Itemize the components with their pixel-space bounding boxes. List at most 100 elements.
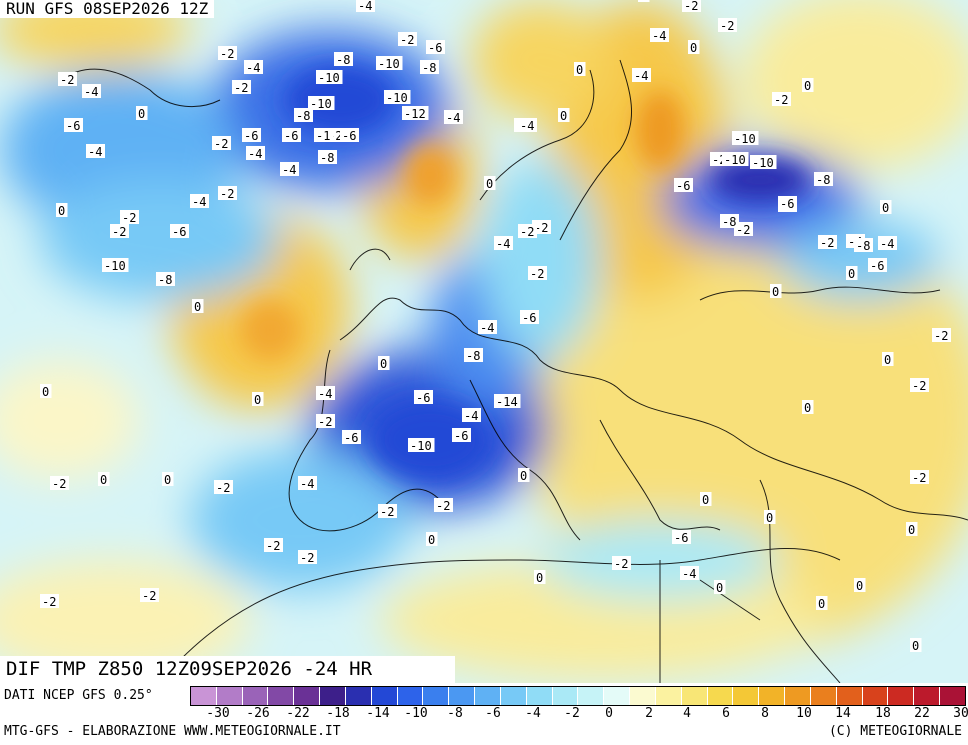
svg-text:-2: -2: [122, 211, 136, 225]
svg-text:0: 0: [690, 41, 697, 55]
map-value-label: -8: [334, 52, 353, 67]
map-value-label: -2: [120, 210, 139, 225]
svg-text:-2: -2: [720, 19, 734, 33]
svg-text:-6: -6: [66, 119, 80, 133]
map-value-label: 0: [192, 299, 204, 314]
svg-text:-4: -4: [88, 145, 102, 159]
credits-left: MTG-GFS - ELABORAZIONE WWW.METEOGIORNALE…: [4, 724, 341, 739]
legend-swatch: [810, 687, 837, 705]
svg-text:-10: -10: [410, 439, 432, 453]
svg-text:-10: -10: [310, 97, 332, 111]
svg-text:0: 0: [804, 401, 811, 415]
svg-text:0: 0: [138, 107, 145, 121]
map-value-label: -2: [818, 235, 837, 250]
map-value-label: -6: [170, 224, 189, 239]
map-value-label: 0: [854, 578, 866, 593]
legend-swatch: [268, 687, 295, 705]
legend-swatch: [914, 687, 941, 705]
legend-tick-label: -10: [404, 706, 428, 721]
map-value-label: -6: [674, 178, 693, 193]
legend-swatch: [759, 687, 786, 705]
legend-swatch: [552, 687, 579, 705]
svg-text:-4: -4: [84, 85, 98, 99]
svg-text:0: 0: [42, 385, 49, 399]
svg-text:0: 0: [380, 357, 387, 371]
legend-tick-label: -8: [447, 706, 463, 721]
map-value-label: -6: [342, 430, 361, 445]
map-value-label: -4: [878, 236, 897, 251]
legend-tick-label: 30: [953, 706, 968, 721]
svg-text:-10: -10: [318, 71, 340, 85]
svg-text:-4: -4: [634, 69, 648, 83]
map-value-label: -2: [910, 470, 929, 485]
legend-tick-label: 6: [722, 706, 730, 721]
map-value-label: -10: [316, 70, 343, 85]
svg-text:-8: -8: [422, 61, 436, 75]
map-value-label: -2: [398, 32, 417, 47]
map-value-label: 0: [882, 352, 894, 367]
map-value-label: -6: [520, 310, 539, 325]
svg-text:0: 0: [716, 581, 723, 595]
map-value-label: -2: [40, 594, 59, 609]
svg-text:-2: -2: [530, 267, 544, 281]
map-value-label: -6: [282, 128, 301, 143]
svg-text:-2: -2: [400, 33, 414, 47]
svg-text:-10: -10: [752, 156, 774, 170]
map-value-label: -2: [110, 224, 129, 239]
svg-text:0: 0: [702, 493, 709, 507]
legend-tick-label: -26: [246, 706, 270, 721]
svg-text:-2: -2: [534, 221, 548, 235]
svg-text:-4: -4: [248, 147, 262, 161]
map-value-label: -10: [408, 438, 435, 453]
map-value-label: -10: [102, 258, 129, 273]
map-value-label: -12: [402, 106, 429, 121]
map-value-label: 0: [574, 62, 586, 77]
map-value-label: -4: [316, 386, 335, 401]
value-labels: -2-4-6-40-2-4-2-6-4-2-4-6-2-2-4-2-6-8-10…: [40, 0, 951, 653]
svg-text:-4: -4: [480, 321, 494, 335]
svg-text:0: 0: [856, 579, 863, 593]
svg-text:0: 0: [818, 597, 825, 611]
legend-tick-label: 8: [761, 706, 769, 721]
legend-swatch: [216, 687, 243, 705]
map-value-label: -4: [82, 84, 101, 99]
legend-swatch: [397, 687, 424, 705]
svg-text:-4: -4: [192, 195, 206, 209]
svg-text:-6: -6: [428, 41, 442, 55]
map-value-label: -4: [518, 118, 537, 133]
svg-text:-2: -2: [380, 505, 394, 519]
map-value-label: -2: [612, 556, 631, 571]
legend-tick-label: -2: [564, 706, 580, 721]
svg-text:-2: -2: [216, 481, 230, 495]
svg-text:0: 0: [164, 473, 171, 487]
map-value-label: -10: [732, 131, 759, 146]
svg-text:-4: -4: [318, 387, 332, 401]
legend-swatch: [681, 687, 708, 705]
svg-text:0: 0: [520, 469, 527, 483]
map-value-label: -2: [518, 224, 537, 239]
legend-tick-label: -14: [366, 706, 390, 721]
legend-swatch: [733, 687, 760, 705]
map-value-label: -2: [264, 538, 283, 553]
map-value-label: -8: [854, 238, 873, 253]
svg-text:0: 0: [908, 523, 915, 537]
map-value-label: 0: [688, 40, 700, 55]
map-value-label: -8: [720, 214, 739, 229]
legend-swatch: [242, 687, 269, 705]
data-source-label: DATI NCEP GFS 0.25°: [4, 688, 153, 703]
svg-text:0: 0: [536, 571, 543, 585]
map-value-label: -6: [414, 390, 433, 405]
map-value-label: -2: [58, 72, 77, 87]
map-value-label: -2: [772, 92, 791, 107]
svg-text:-8: -8: [466, 349, 480, 363]
svg-text:-2: -2: [934, 329, 948, 343]
svg-text:0: 0: [804, 79, 811, 93]
svg-text:-6: -6: [342, 129, 356, 143]
map-value-label: -2: [378, 504, 397, 519]
svg-text:-6: -6: [780, 197, 794, 211]
svg-text:-14: -14: [496, 395, 518, 409]
svg-text:0: 0: [486, 177, 493, 191]
map-value-label: 0: [816, 596, 828, 611]
map-value-label: -8: [318, 150, 337, 165]
map-value-label: -6: [672, 530, 691, 545]
